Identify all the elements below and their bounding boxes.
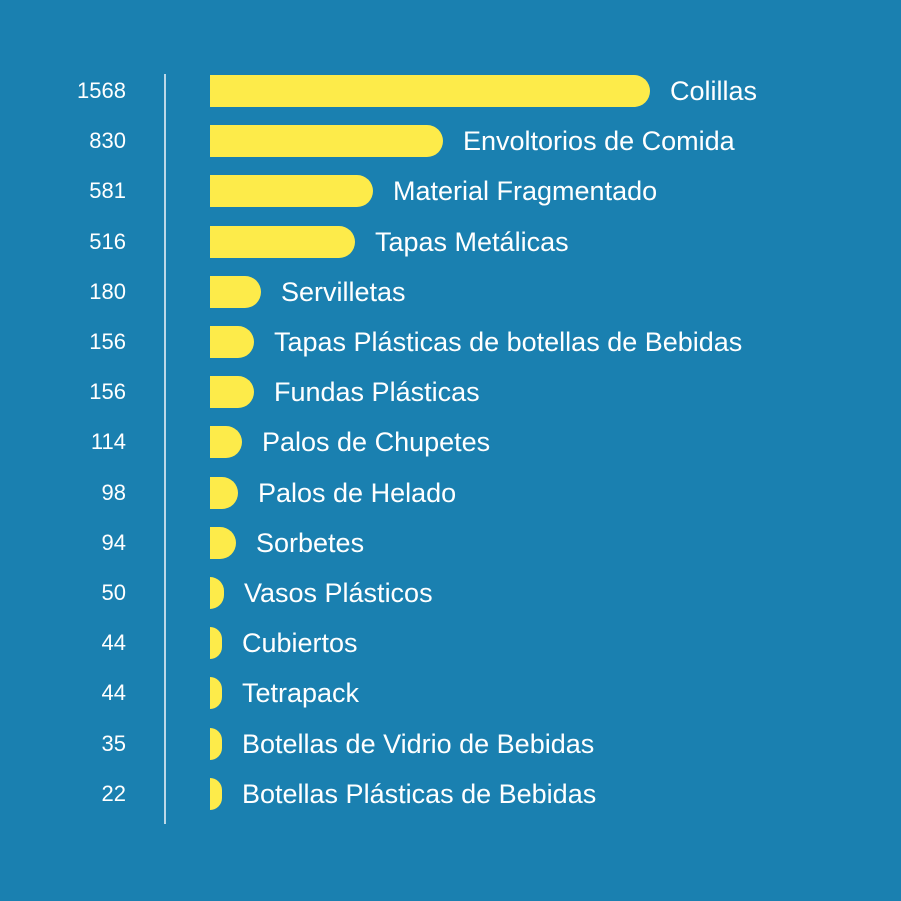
bar (210, 426, 242, 458)
category-label: Material Fragmentado (393, 176, 658, 206)
category-label: Sorbetes (256, 528, 365, 558)
value-label: 44 (101, 680, 126, 705)
bar (210, 326, 254, 358)
value-label: 44 (101, 630, 126, 655)
axis-line (164, 74, 166, 824)
bar (210, 778, 222, 810)
category-label: Tapas Plásticas de botellas de Bebidas (274, 327, 743, 357)
category-label: Vasos Plásticos (244, 578, 433, 608)
bar (210, 175, 373, 207)
chart-row: 180 Servilletas (0, 275, 901, 309)
chart-row: 50 Vasos Plásticos (0, 576, 901, 610)
value-label: 581 (89, 178, 126, 203)
value-label: 1568 (77, 78, 126, 103)
bar (210, 627, 222, 659)
chart-row: 94 Sorbetes (0, 526, 901, 560)
chart-row: 98 Palos de Helado (0, 476, 901, 510)
chart-row: 22 Botellas Plásticas de Bebidas (0, 777, 901, 811)
chart-row: 44 Cubiertos (0, 626, 901, 660)
bar (210, 677, 222, 709)
value-label: 94 (101, 530, 126, 555)
bar (210, 728, 222, 760)
category-label: Servilletas (281, 277, 406, 307)
category-label: Fundas Plásticas (274, 377, 480, 407)
chart-row: 156 Tapas Plásticas de botellas de Bebida… (0, 325, 901, 359)
bar (210, 376, 254, 408)
category-label: Tapas Metálicas (375, 227, 569, 257)
value-label: 22 (101, 781, 126, 806)
value-label: 830 (89, 128, 126, 153)
value-label: 98 (101, 480, 126, 505)
chart-row: 830 Envoltorios de Comida (0, 124, 901, 158)
bar (210, 577, 224, 609)
bar (210, 75, 650, 107)
bar (210, 226, 355, 258)
category-label: Colillas (670, 76, 758, 106)
chart-row: 35 Botellas de Vidrio de Bebidas (0, 727, 901, 761)
value-label: 156 (89, 329, 126, 354)
category-label: Botellas Plásticas de Bebidas (242, 779, 597, 809)
value-label: 50 (101, 580, 126, 605)
category-label: Tetrapack (242, 678, 360, 708)
category-label: Palos de Chupetes (262, 427, 491, 457)
chart-row: 581 Material Fragmentado (0, 174, 901, 208)
bar (210, 125, 443, 157)
bar (210, 477, 238, 509)
category-label: Palos de Helado (258, 478, 457, 508)
bar (210, 527, 236, 559)
category-label: Envoltorios de Comida (463, 126, 735, 156)
value-label: 180 (89, 279, 126, 304)
value-label: 156 (89, 379, 126, 404)
value-label: 114 (90, 429, 126, 454)
chart-row: 516 Tapas Metálicas (0, 225, 901, 259)
value-label: 516 (89, 229, 126, 254)
chart-row: 114 Palos de Chupetes (0, 425, 901, 459)
category-label: Cubiertos (242, 628, 358, 658)
bar (210, 276, 261, 308)
chart-row: 1568 Colillas (0, 74, 901, 108)
value-label: 35 (101, 731, 126, 756)
chart-row: 44 Tetrapack (0, 676, 901, 710)
category-label: Botellas de Vidrio de Bebidas (242, 729, 595, 759)
chart-row: 156 Fundas Plásticas (0, 375, 901, 409)
